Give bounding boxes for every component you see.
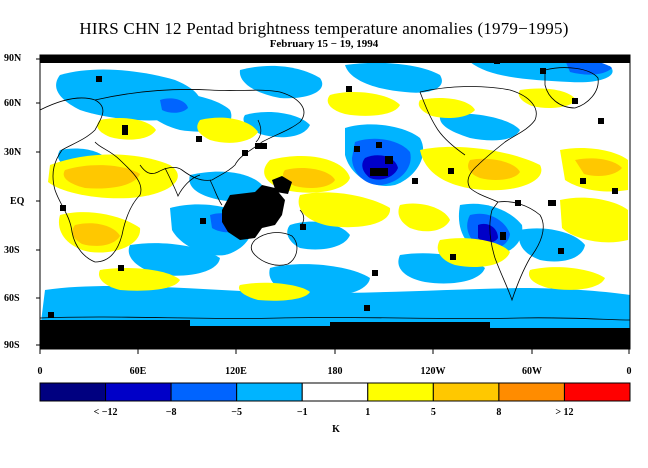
lat-label-60s: 60S [4,293,20,304]
colorbar-swatch [105,382,172,402]
colorbar [39,382,631,402]
lon-label-0: 0 [37,366,43,377]
lat-label-30s: 30S [4,245,20,256]
lat-label-90n: 90N [4,53,22,64]
coastlines [40,67,630,321]
missing-data [40,55,630,349]
colorbar-label: 1 [365,407,371,418]
axis-ticks [36,58,630,354]
lat-label-60n: 60N [4,98,22,109]
lon-label-180: 180 [327,366,343,377]
colorbar-unit: K [332,424,340,435]
lat-label-30n: 30N [4,147,22,158]
colorbar-swatch [170,382,238,402]
lon-label-120w: 120W [420,366,446,377]
colorbar-label: −1 [296,407,308,418]
colorbar-label: 5 [430,407,436,418]
colorbar-swatch [563,382,631,402]
anomaly-orange [63,158,622,246]
lat-label-90s: 90S [4,340,20,351]
colorbar-swatch [301,382,369,402]
colorbar-swatch [498,382,565,402]
lon-label-120e: 120E [225,366,247,377]
map-subtitle: February 15 − 19, 1994 [269,38,379,50]
map-title: HIRS CHN 12 Pentad brightness temperatur… [79,19,569,38]
colorbar-label: −8 [165,407,177,418]
colorbar-label: −5 [231,407,243,418]
colorbar-swatch [236,382,303,402]
colorbar-label: < −12 [93,407,118,418]
colorbar-label: > 12 [555,407,574,418]
lon-label-60w: 60W [522,366,542,377]
colorbar-swatch [432,382,500,402]
lon-label-0-east: 0 [626,366,632,377]
colorbar-swatch [367,382,434,402]
lat-label-eq: EQ [10,196,25,207]
lon-label-60e: 60E [129,366,147,377]
colorbar-swatch [39,382,107,402]
colorbar-label: 8 [496,407,502,418]
